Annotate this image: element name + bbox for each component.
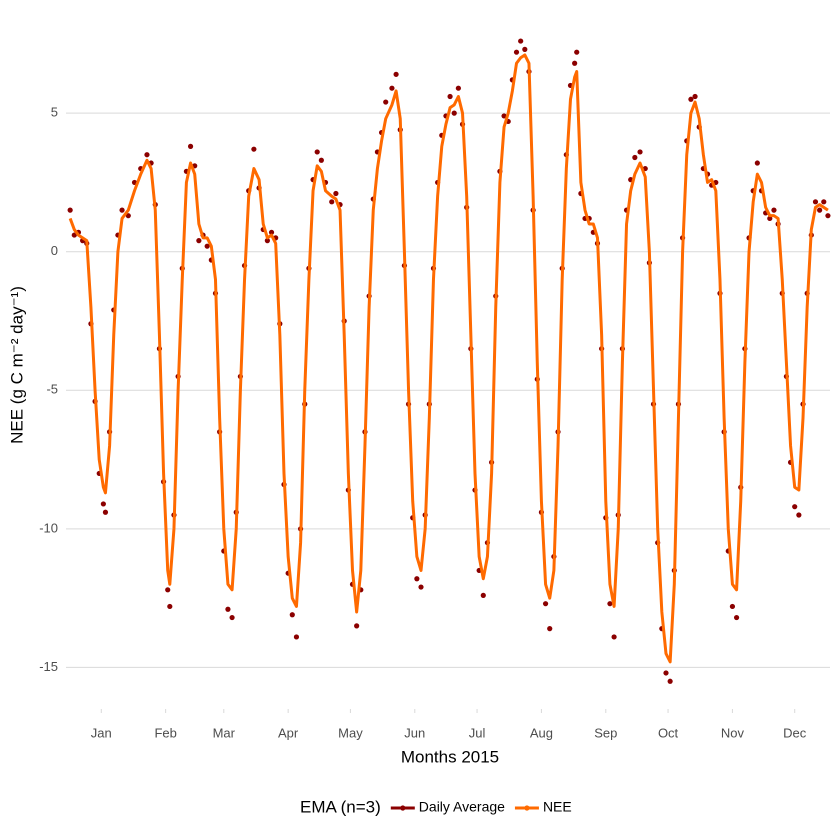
data-point [817,207,823,213]
data-point [383,99,389,105]
plot-area [67,38,831,684]
data-point [754,160,760,166]
data-point [792,504,798,510]
x-axis-title: Months 2015 [401,747,499,766]
x-tick-label: Jun [404,725,425,740]
x-tick-label: Apr [278,725,299,740]
data-point [729,603,736,610]
data-point [771,207,777,213]
data-point [733,614,740,621]
data-point [480,592,486,598]
data-point [501,113,507,119]
data-point [414,576,420,582]
data-point [187,143,194,149]
x-tick-label: Jul [469,725,486,740]
data-point [418,584,424,590]
data-point [167,603,173,610]
data-point [447,93,453,100]
data-point [572,60,578,66]
legend-title: EMA (n=3) [300,797,381,816]
data-point [637,149,643,155]
y-axis-title: NEE (g C m⁻² day⁻¹) [7,286,26,444]
data-point [796,512,802,518]
data-point [264,238,270,244]
data-point [611,634,617,640]
x-tick-label: Mar [213,725,236,740]
data-point [547,626,553,632]
legend-label: NEE [543,799,572,815]
data-point [667,678,673,684]
y-tick-label: -15 [39,659,58,674]
data-point [293,634,300,640]
data-point [663,670,669,676]
legend-key-point [524,805,530,811]
data-point [688,96,694,102]
y-tick-label: -10 [39,520,58,535]
data-point [542,601,549,607]
data-point [165,587,171,593]
data-point [451,110,457,116]
x-tick-label: May [338,725,363,740]
x-tick-label: Aug [530,725,553,740]
data-point [225,606,231,612]
y-tick-label: 5 [51,105,58,120]
data-point [100,501,106,507]
data-point [318,157,324,163]
data-point [522,46,528,53]
data-point [825,213,831,219]
x-tick-label: Feb [154,725,176,740]
data-point [67,207,73,213]
data-point [196,238,202,244]
data-point [455,85,461,91]
data-point [289,612,295,618]
data-point [513,49,520,55]
data-point [329,199,335,205]
data-point [389,85,395,91]
data-point [102,509,109,515]
data-point [119,207,125,213]
data-point [251,146,257,152]
data-point [314,149,320,155]
data-point [229,614,235,621]
x-tick-label: Jan [91,725,112,740]
data-point [393,71,399,77]
grid: -15 -10 -5 0 5 Jan Feb Mar Apr May Jun Jul Aug Sep Oct… [39,105,830,740]
data-point [574,49,580,55]
data-point [632,154,638,161]
data-point [692,93,698,100]
data-point [821,199,827,205]
x-tick-label: Oct [658,725,679,740]
data-point [518,38,524,44]
legend-key-point [400,805,406,811]
data-point [268,229,275,235]
x-tick-label: Dec [783,725,807,740]
data-point [812,199,819,205]
nee-line [68,53,829,664]
x-tick-label: Nov [721,725,745,740]
data-point [125,213,131,219]
data-point [204,243,210,249]
data-point [71,232,77,238]
legend: EMA (n=3) Daily Average NEE [300,797,572,816]
data-point [333,190,339,197]
data-point [607,601,613,607]
y-tick-label: -5 [46,382,58,397]
x-tick-label: Sep [594,725,617,740]
data-point [354,623,360,629]
data-point [144,152,150,158]
legend-label: Daily Average [419,799,505,815]
y-tick-label: 0 [51,243,58,258]
